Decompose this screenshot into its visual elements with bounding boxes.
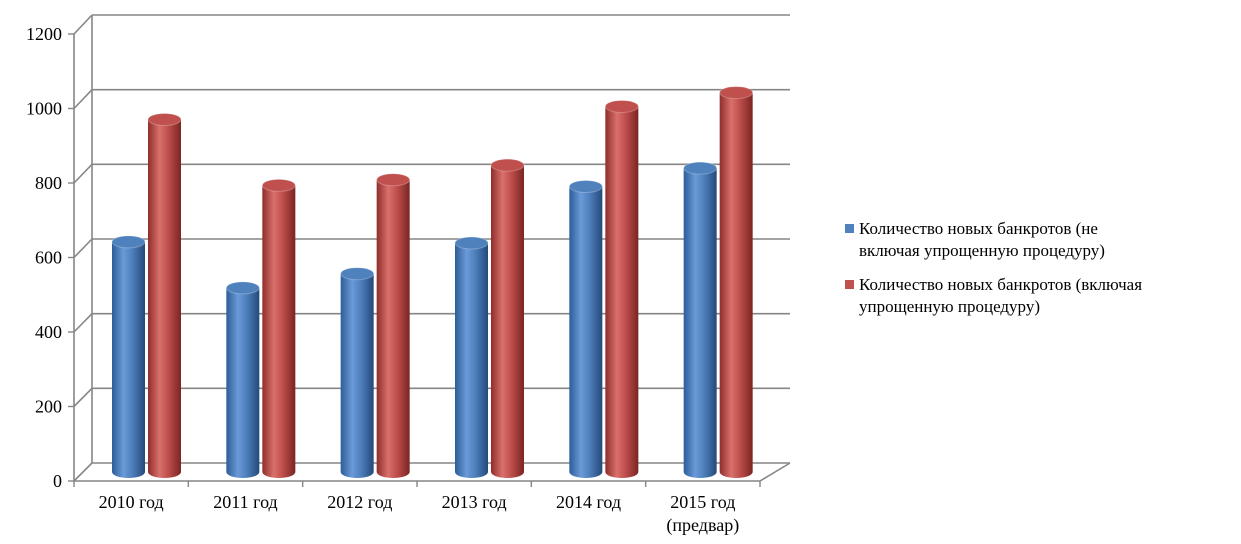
legend-item-series-2: Количество новых банкротов (включая упро… <box>845 274 1235 318</box>
legend-label-2-line-1: Количество новых банкротов (включая <box>859 275 1143 294</box>
bar-top <box>719 86 754 100</box>
bar-body <box>455 243 488 479</box>
gridlines <box>73 14 791 482</box>
bar <box>683 161 718 479</box>
axes <box>68 33 761 487</box>
floor-right-edge <box>759 462 791 482</box>
bar-top <box>376 173 411 187</box>
bar-top <box>490 158 525 172</box>
bar-body <box>491 165 524 479</box>
bar-top <box>225 281 260 295</box>
bar-top <box>683 161 718 175</box>
gridline-side <box>73 238 93 259</box>
gridline-side <box>73 387 93 408</box>
gridline-side <box>73 14 93 35</box>
y-tick-label: 600 <box>35 248 62 268</box>
bar-body <box>262 185 296 479</box>
gridline-side <box>73 163 93 184</box>
bar-body <box>112 241 145 479</box>
legend: Количество новых банкротов (не включая у… <box>845 218 1235 330</box>
bar-body <box>719 92 753 479</box>
y-tick-label: 400 <box>35 322 62 342</box>
bar-body <box>569 186 603 479</box>
bar <box>719 86 754 479</box>
gridline-side <box>73 313 93 333</box>
gridline-side <box>73 89 93 110</box>
legend-label-1-line-2: включая упрощенную процедуру) <box>859 241 1105 260</box>
bar <box>376 173 411 479</box>
legend-swatch-red <box>845 280 854 289</box>
bar <box>604 99 639 479</box>
bar <box>111 235 146 479</box>
bar-body <box>376 179 410 479</box>
x-tick-label: 2015 год <box>670 492 735 512</box>
bar-body <box>683 168 717 479</box>
bar <box>261 178 296 479</box>
bars <box>111 86 754 479</box>
x-tick-label: 2014 год <box>556 492 621 512</box>
legend-label-2-line-2: упрощенную процедуру) <box>859 297 1040 316</box>
bar-body <box>148 119 181 479</box>
y-tick-label: 1000 <box>26 99 62 119</box>
bar <box>568 180 603 479</box>
bar-top <box>147 113 182 127</box>
bar <box>454 236 489 479</box>
bar-top <box>340 267 375 281</box>
bar-top <box>261 178 296 192</box>
bar-body <box>226 287 260 478</box>
bar-body <box>340 273 374 479</box>
legend-label-1-line-1: Количество новых банкротов (не <box>859 219 1098 238</box>
x-tick-labels: 2010 год 2011 год 2012 год 2013 год 2014 год… <box>99 492 740 536</box>
bar <box>225 281 260 478</box>
gridline-side <box>73 462 93 482</box>
bar <box>490 158 525 479</box>
bar-top <box>568 180 603 194</box>
y-tick-label: 800 <box>35 173 62 193</box>
x-tick-label: 2012 год <box>327 492 392 512</box>
x-tick-label: 2010 год <box>99 492 164 512</box>
bar-top <box>454 236 489 250</box>
bar-body <box>605 106 639 479</box>
legend-item-series-1: Количество новых банкротов (не включая у… <box>845 218 1235 262</box>
x-tick-label: (предвар) <box>666 515 739 536</box>
y-tick-label: 0 <box>53 471 62 491</box>
y-tick-label: 1200 <box>26 24 62 44</box>
bar <box>147 113 182 479</box>
bar <box>340 267 375 479</box>
legend-swatch-blue <box>845 224 854 233</box>
x-tick-label: 2011 год <box>213 492 277 512</box>
y-tick-label: 200 <box>35 397 62 417</box>
x-tick-label: 2013 год <box>442 492 507 512</box>
y-tick-labels: 0 200 400 600 800 1000 1200 <box>26 24 62 491</box>
bar-top <box>604 99 639 113</box>
bar-top <box>111 235 146 249</box>
